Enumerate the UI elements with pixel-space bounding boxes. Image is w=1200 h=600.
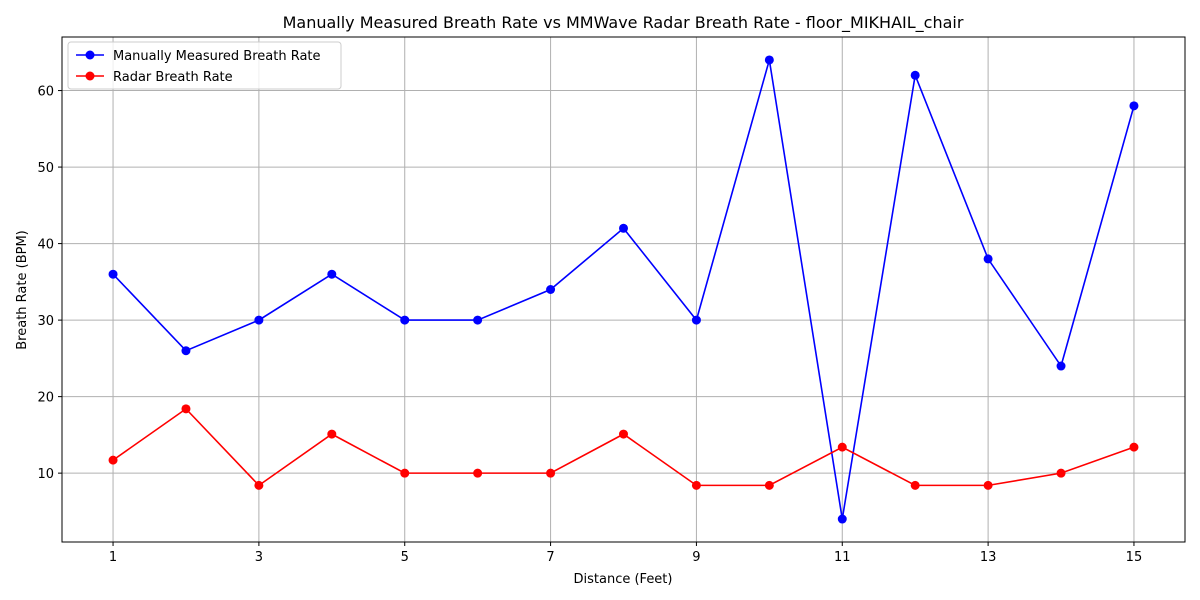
series-layer <box>108 55 1139 524</box>
grid-lines <box>62 37 1185 542</box>
manual-data-point <box>691 315 701 325</box>
manual-data-point <box>983 254 993 264</box>
x-tick-label: 11 <box>834 550 851 565</box>
manual-data-point <box>764 55 774 65</box>
x-tick-label: 3 <box>255 550 263 565</box>
radar-data-point <box>546 468 556 478</box>
legend-box <box>67 41 342 90</box>
y-tick-label: 20 <box>37 391 54 406</box>
manual-data-point <box>1056 361 1066 371</box>
radar-data-point <box>1129 442 1139 452</box>
x-tick-label: 9 <box>692 550 700 565</box>
manual-data-point <box>1129 101 1139 111</box>
y-tick-label: 50 <box>37 161 54 176</box>
manual-data-point <box>108 269 118 279</box>
radar-data-point <box>108 455 118 465</box>
legend-marker-manual <box>85 50 95 60</box>
legend: Manually Measured Breath Rate Radar Brea… <box>67 41 342 90</box>
y-axis-label: Breath Rate (BPM) <box>15 230 30 349</box>
radar-series-line <box>112 407 1135 487</box>
radar-data-point <box>764 480 774 490</box>
manual-data-point <box>619 223 628 233</box>
manual-data-point <box>473 315 483 325</box>
x-axis-ticks: 1 3 5 7 9 11 13 15 <box>109 542 1142 565</box>
y-tick-label: 10 <box>37 467 54 482</box>
x-tick-label: 5 <box>401 550 409 565</box>
chart-title: Manually Measured Breath Rate vs MMWave … <box>283 13 964 33</box>
y-tick-label: 30 <box>37 314 54 329</box>
radar-data-point <box>1056 468 1066 478</box>
x-tick-label: 7 <box>546 550 554 565</box>
radar-data-point <box>327 429 337 439</box>
legend-marker-radar <box>85 71 95 81</box>
manual-data-point <box>327 269 337 279</box>
legend-label-manual: Manually Measured Breath Rate <box>113 49 321 64</box>
radar-data-point <box>910 480 920 490</box>
manual-data-point <box>910 70 920 80</box>
x-tick-label: 15 <box>1126 550 1143 565</box>
y-tick-label: 60 <box>37 85 54 100</box>
manual-data-point <box>837 514 847 524</box>
radar-data-point <box>983 480 993 490</box>
plot-frame <box>61 36 1186 543</box>
radar-data-point <box>254 480 264 490</box>
y-axis-ticks: 10 20 30 40 50 60 <box>37 85 62 482</box>
x-tick-label: 1 <box>109 550 117 565</box>
radar-data-point <box>837 442 847 452</box>
manual-data-point <box>546 285 556 294</box>
x-axis-label: Distance (Feet) <box>574 572 673 587</box>
radar-data-point <box>400 468 410 478</box>
radar-data-point <box>691 480 701 490</box>
radar-data-point <box>181 404 191 414</box>
radar-data-point <box>473 468 483 478</box>
manual-data-point <box>181 346 191 356</box>
y-tick-label: 40 <box>37 238 54 253</box>
manual-data-point <box>254 315 264 325</box>
legend-label-radar: Radar Breath Rate <box>113 70 233 85</box>
radar-data-point <box>619 429 628 439</box>
manual-series-line <box>112 59 1135 520</box>
x-tick-label: 13 <box>980 550 997 565</box>
manual-data-point <box>400 315 410 325</box>
